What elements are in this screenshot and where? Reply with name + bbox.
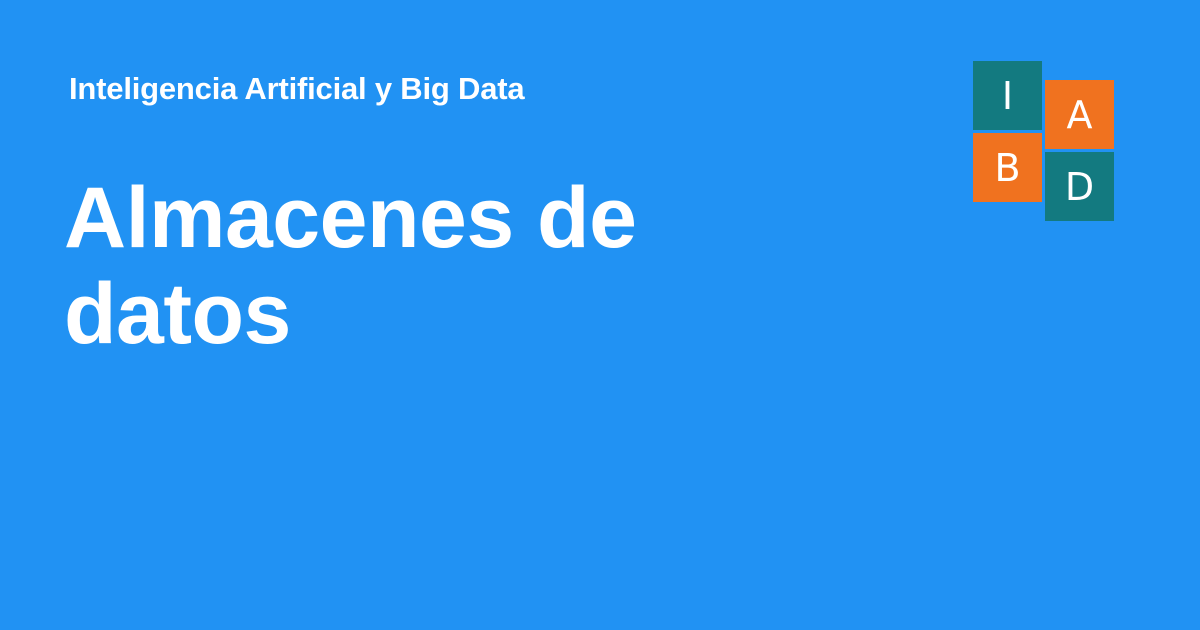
site-name: Inteligencia Artificial y Big Data [69, 71, 525, 106]
logo-tile-b: B [973, 133, 1042, 202]
logo-tile-d: D [1045, 152, 1114, 221]
iabd-logo: I A B D [973, 61, 1115, 221]
logo-tile-i: I [973, 61, 1042, 130]
logo-tile-a: A [1045, 80, 1114, 149]
page-title: Almacenes de datos [64, 170, 637, 362]
